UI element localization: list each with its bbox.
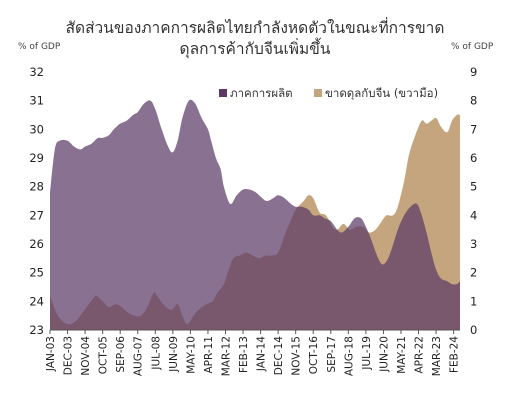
right-axis-unit: % of GDP <box>451 42 494 52</box>
y-left-tick-label: 28 <box>29 180 44 194</box>
x-tick-label: APR-11 <box>203 336 215 374</box>
y-right-tick-label: 5 <box>470 180 477 194</box>
y-left-tick-label: 23 <box>29 323 44 337</box>
y-right-tick-label: 1 <box>470 294 477 308</box>
x-tick-label: JUN-20 <box>378 336 390 373</box>
x-tick-label: JUN-09 <box>168 336 180 373</box>
x-tick-label: MAY-21 <box>396 336 408 374</box>
manufacturing-area-layer <box>50 99 460 330</box>
x-tick-label: FEB-13 <box>238 336 250 373</box>
x-tick-label: JAN-14 <box>256 336 268 372</box>
y-left-tick-label: 31 <box>29 94 44 108</box>
legend-label: ภาคการผลิต <box>230 86 293 100</box>
legend: ภาคการผลิต ขาดดุลกับจีน (ขวามือ) <box>219 86 438 100</box>
y-right-tick-label: 8 <box>470 94 477 108</box>
x-tick-label: AUG-07 <box>133 336 145 376</box>
series-area-manufacturing <box>50 99 460 330</box>
x-tick-label: DEC-14 <box>273 336 285 376</box>
legend-label: ขาดดุลกับจีน (ขวามือ) <box>325 86 438 100</box>
y-left-tick-label: 26 <box>29 237 44 251</box>
x-tick-label: MAY-10 <box>185 336 197 374</box>
x-tick-label: NOV-15 <box>291 336 303 376</box>
left-axis-unit: % of GDP <box>18 42 61 52</box>
y-right-tick-label: 6 <box>470 151 477 165</box>
chart-title-line-2: ดุลการค้ากับจีนเพิ่มขึ้น <box>179 40 331 58</box>
x-tick-label: OCT-16 <box>308 336 320 375</box>
y-left-tick-label: 29 <box>29 151 44 165</box>
x-tick-label: MAR-23 <box>431 336 443 376</box>
y-right-tick-label: 9 <box>470 65 477 79</box>
x-tick-label: AUG-18 <box>343 336 355 376</box>
x-tick-label: JUL-19 <box>361 336 373 371</box>
x-tick-label: FEB-24 <box>449 336 461 373</box>
y-left-tick-label: 32 <box>29 65 44 79</box>
y-left-tick-label: 27 <box>29 208 44 222</box>
y-left-tick-label: 24 <box>29 294 44 308</box>
y-right-tick-label: 7 <box>470 122 477 136</box>
y-right-tick-label: 2 <box>470 266 477 280</box>
x-tick-label: APR-22 <box>414 336 426 374</box>
y-left-tick-label: 25 <box>29 266 44 280</box>
x-tick-label: MAR-12 <box>220 336 232 376</box>
legend-swatch <box>219 89 227 97</box>
y-right-tick-label: 4 <box>470 208 477 222</box>
x-tick-label: JAN-03 <box>45 336 57 372</box>
chart-title-line-1: สัดส่วนของภาคการผลิตไทยกำลังหดตัวในขณะที… <box>65 19 445 37</box>
x-tick-label: OCT-05 <box>98 336 110 374</box>
x-tick-label: JUL-08 <box>150 336 162 371</box>
x-tick-label: SEP-17 <box>326 336 338 373</box>
y-right-tick-label: 3 <box>470 237 477 251</box>
legend-swatch <box>314 89 322 97</box>
x-tick-label: DEC-03 <box>63 336 75 375</box>
y-left-tick-label: 30 <box>29 122 44 136</box>
x-tick-label: NOV-04 <box>80 336 92 376</box>
x-tick-label: SEP-06 <box>115 336 127 373</box>
y-right-tick-label: 0 <box>470 323 477 337</box>
